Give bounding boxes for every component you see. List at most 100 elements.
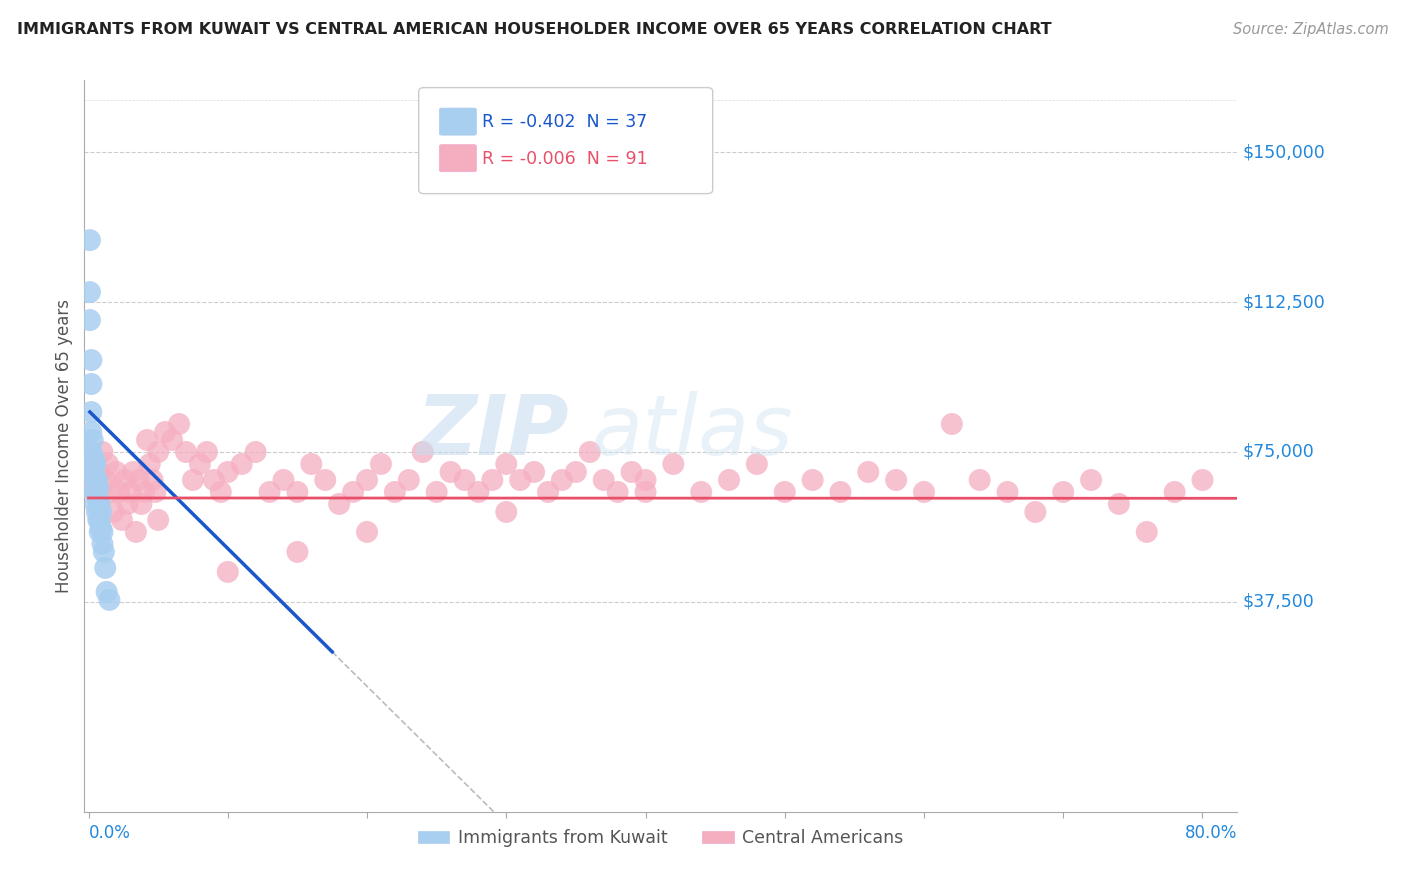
Point xyxy=(718,473,741,487)
Point xyxy=(209,485,232,500)
Point xyxy=(86,485,108,500)
Point xyxy=(287,545,309,559)
Point xyxy=(412,445,434,459)
Point xyxy=(139,457,162,471)
Point xyxy=(111,513,134,527)
Point xyxy=(356,524,378,539)
Point xyxy=(80,473,103,487)
Point xyxy=(202,473,225,487)
FancyBboxPatch shape xyxy=(419,87,713,194)
Point xyxy=(620,465,643,479)
Point xyxy=(1191,473,1213,487)
Point xyxy=(89,465,111,479)
Point xyxy=(941,417,963,431)
Point xyxy=(84,457,107,471)
Point xyxy=(217,565,239,579)
Point xyxy=(830,485,852,500)
Point xyxy=(1136,524,1159,539)
Point xyxy=(245,445,267,459)
Text: $75,000: $75,000 xyxy=(1243,443,1315,461)
Point xyxy=(606,485,628,500)
Point xyxy=(1108,497,1130,511)
Point xyxy=(100,485,122,500)
Point xyxy=(1024,505,1046,519)
Point xyxy=(136,433,159,447)
Point xyxy=(87,513,110,527)
Point xyxy=(912,485,935,500)
Point xyxy=(103,505,125,519)
Point xyxy=(969,473,991,487)
Point xyxy=(142,473,165,487)
Point xyxy=(287,485,309,500)
Point xyxy=(662,457,685,471)
Point xyxy=(578,445,600,459)
Point xyxy=(884,473,907,487)
Point xyxy=(453,473,475,487)
Point xyxy=(128,473,150,487)
FancyBboxPatch shape xyxy=(440,145,477,171)
Point xyxy=(82,465,104,479)
Point xyxy=(82,457,104,471)
Point xyxy=(79,285,101,299)
Point xyxy=(370,457,392,471)
Point xyxy=(195,445,218,459)
Point xyxy=(125,524,148,539)
Point xyxy=(91,537,114,551)
Point xyxy=(86,505,108,519)
Point xyxy=(84,485,107,500)
Point xyxy=(80,425,103,439)
Point xyxy=(120,485,142,500)
Text: atlas: atlas xyxy=(592,391,793,472)
Point xyxy=(91,445,114,459)
Point xyxy=(90,505,112,519)
Point xyxy=(328,497,350,511)
Point xyxy=(84,497,107,511)
Point xyxy=(181,473,204,487)
Point xyxy=(174,445,197,459)
Point xyxy=(690,485,713,500)
Point xyxy=(299,457,322,471)
Point xyxy=(356,473,378,487)
Text: 0.0%: 0.0% xyxy=(89,823,131,842)
Point xyxy=(134,485,156,500)
Point xyxy=(87,492,110,507)
Point xyxy=(105,465,128,479)
Point xyxy=(495,457,517,471)
Point xyxy=(114,473,136,487)
Point xyxy=(495,505,517,519)
Point xyxy=(481,473,503,487)
Point xyxy=(122,465,145,479)
Point xyxy=(384,485,406,500)
Point xyxy=(96,585,118,599)
Point xyxy=(565,465,588,479)
Point xyxy=(259,485,281,500)
Point xyxy=(773,485,796,500)
Point xyxy=(160,433,183,447)
Point xyxy=(84,473,107,487)
Point xyxy=(82,433,104,447)
Point xyxy=(79,313,101,327)
Point xyxy=(188,457,211,471)
Point xyxy=(117,497,139,511)
Point xyxy=(94,561,117,575)
Point xyxy=(79,233,101,247)
Point xyxy=(273,473,295,487)
FancyBboxPatch shape xyxy=(440,108,477,136)
Point xyxy=(145,485,167,500)
Point xyxy=(83,473,105,487)
Point xyxy=(80,445,103,459)
Point xyxy=(314,473,336,487)
Point xyxy=(167,417,190,431)
Point xyxy=(83,457,105,471)
Point xyxy=(91,524,114,539)
Point xyxy=(537,485,560,500)
Point xyxy=(217,465,239,479)
Point xyxy=(90,521,112,535)
Text: Source: ZipAtlas.com: Source: ZipAtlas.com xyxy=(1233,22,1389,37)
Point xyxy=(467,485,489,500)
Text: IMMIGRANTS FROM KUWAIT VS CENTRAL AMERICAN HOUSEHOLDER INCOME OVER 65 YEARS CORR: IMMIGRANTS FROM KUWAIT VS CENTRAL AMERIC… xyxy=(17,22,1052,37)
Text: $37,500: $37,500 xyxy=(1243,593,1315,611)
Point xyxy=(108,485,131,500)
Point xyxy=(592,473,614,487)
Point xyxy=(523,465,546,479)
